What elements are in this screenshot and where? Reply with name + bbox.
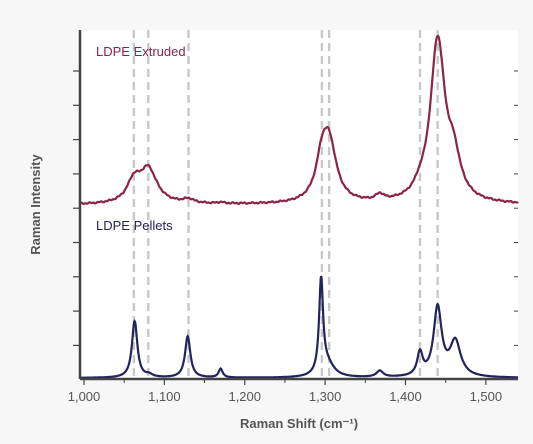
x-tick-label-1200: 1,200 (228, 389, 261, 404)
series-label-ldpe-pellets: LDPE Pellets (96, 218, 173, 233)
x-tick-label-1000: 1,000 (68, 389, 101, 404)
series-label-ldpe-extruded: LDPE Extruded (96, 44, 186, 59)
x-tick-label-1300: 1,300 (309, 389, 342, 404)
x-axis-ticks: 1,000 1,100 1,200 1,300 1,400 1,500 (68, 379, 502, 404)
series-line-ldpe-extruded (79, 34, 519, 205)
x-tick-label-1100: 1,100 (148, 389, 181, 404)
x-axis-label: Raman Shift (cm⁻¹) (240, 416, 358, 431)
x-tick-label-1400: 1,400 (389, 389, 422, 404)
plot-background (80, 30, 518, 379)
axes (78, 30, 518, 381)
reference-lines (132, 30, 439, 379)
y-axis-label: Raman Intensity (28, 154, 43, 255)
x-tick-label-1500: 1,500 (470, 389, 503, 404)
series-line-ldpe-pellets (80, 275, 518, 379)
y-axis-ticks (73, 70, 518, 346)
